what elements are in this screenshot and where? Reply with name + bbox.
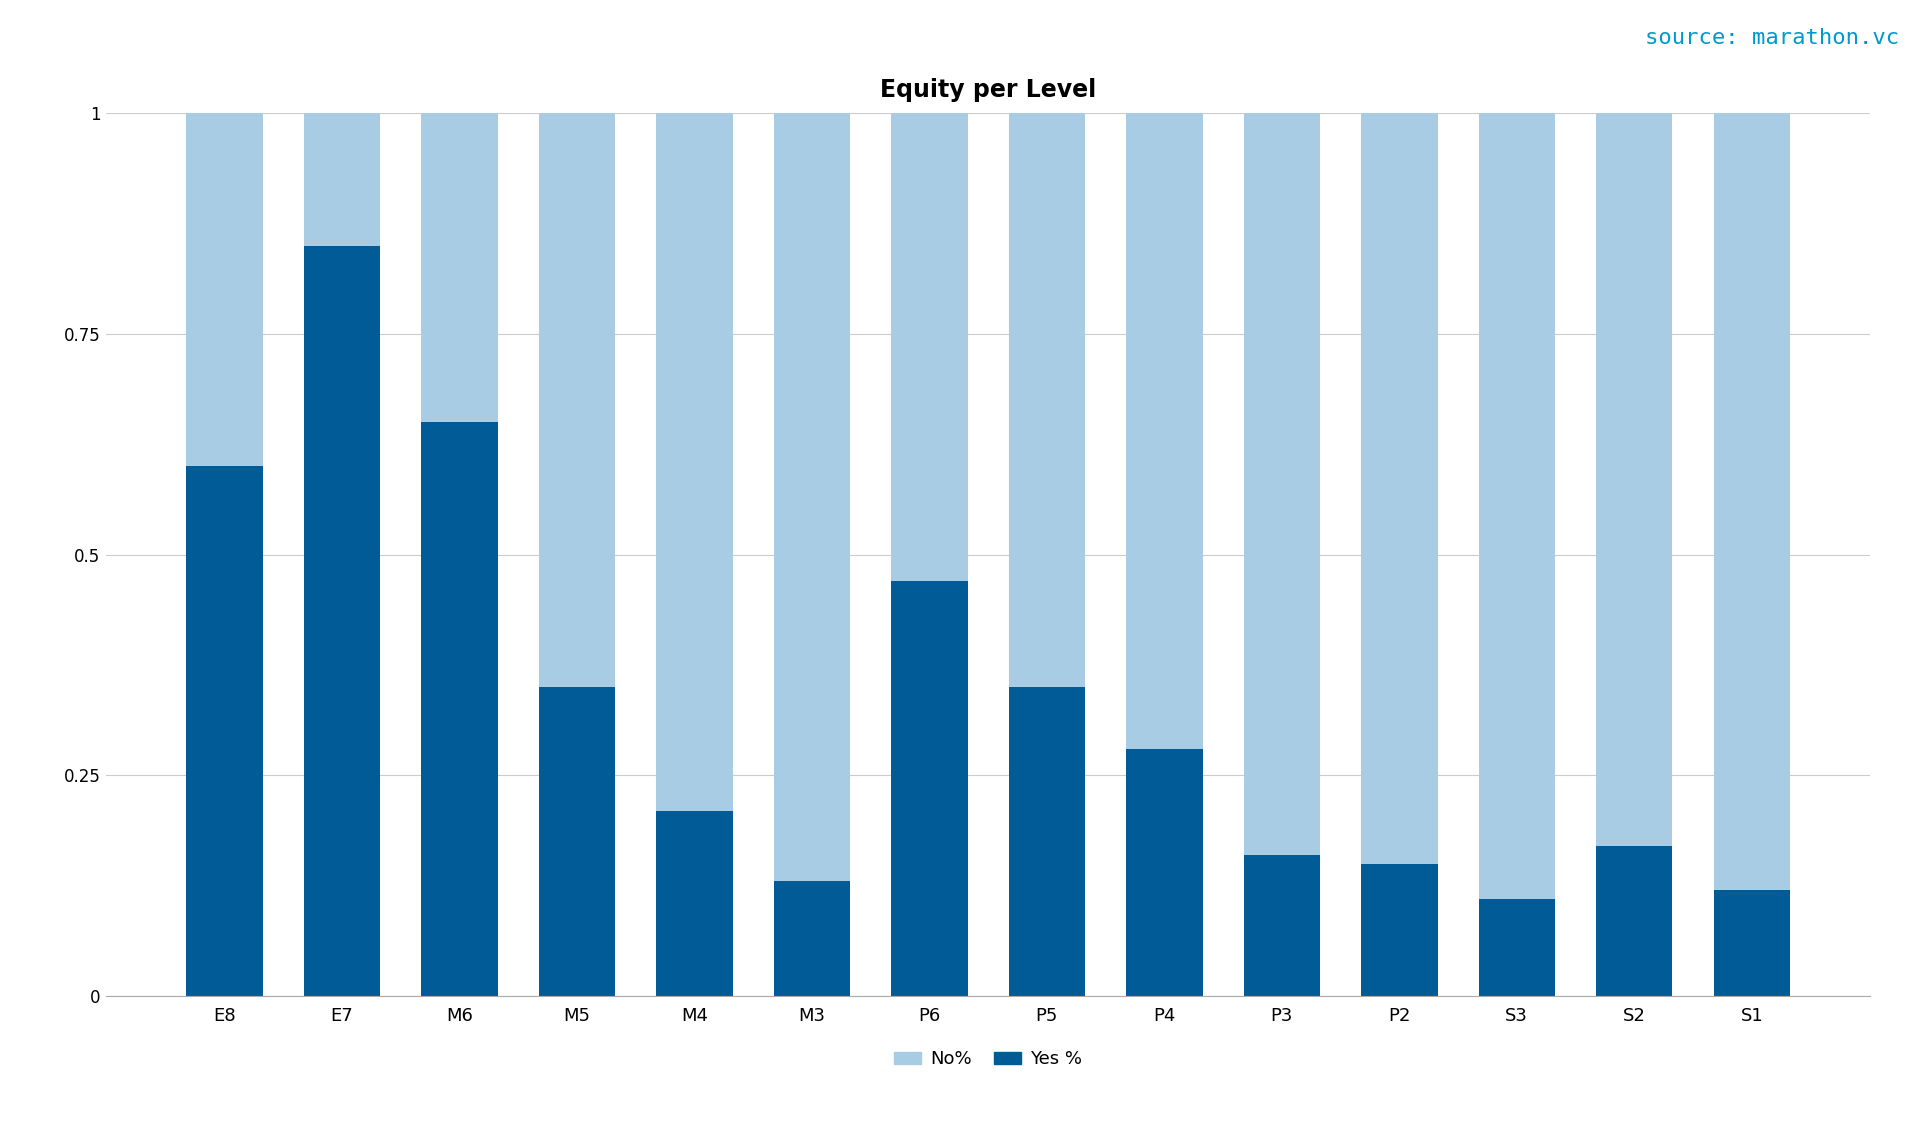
Legend: No%, Yes %: No%, Yes % (887, 1043, 1089, 1075)
Bar (1008, 687, 1085, 996)
Bar (420, 113, 497, 422)
Bar (891, 581, 968, 996)
Bar (1361, 113, 1438, 864)
Bar (1126, 113, 1203, 749)
Bar (1479, 899, 1556, 996)
Bar (187, 466, 262, 996)
Bar (1596, 113, 1672, 846)
Bar (1714, 113, 1789, 890)
Bar (656, 113, 733, 811)
Bar (1714, 890, 1789, 996)
Text: source: marathon.vc: source: marathon.vc (1645, 28, 1899, 49)
Bar (305, 246, 380, 996)
Bar (187, 113, 262, 466)
Bar (305, 113, 380, 246)
Bar (891, 113, 968, 581)
Bar (420, 422, 497, 996)
Bar (538, 113, 615, 687)
Bar (1479, 113, 1556, 899)
Bar (1244, 113, 1321, 855)
Bar (1244, 855, 1321, 996)
Bar (1126, 749, 1203, 996)
Bar (773, 882, 850, 996)
Title: Equity per Level: Equity per Level (879, 77, 1097, 102)
Bar (1361, 864, 1438, 996)
Bar (538, 687, 615, 996)
Bar (773, 113, 850, 882)
Bar (656, 811, 733, 996)
Bar (1008, 113, 1085, 687)
Bar (1596, 846, 1672, 996)
